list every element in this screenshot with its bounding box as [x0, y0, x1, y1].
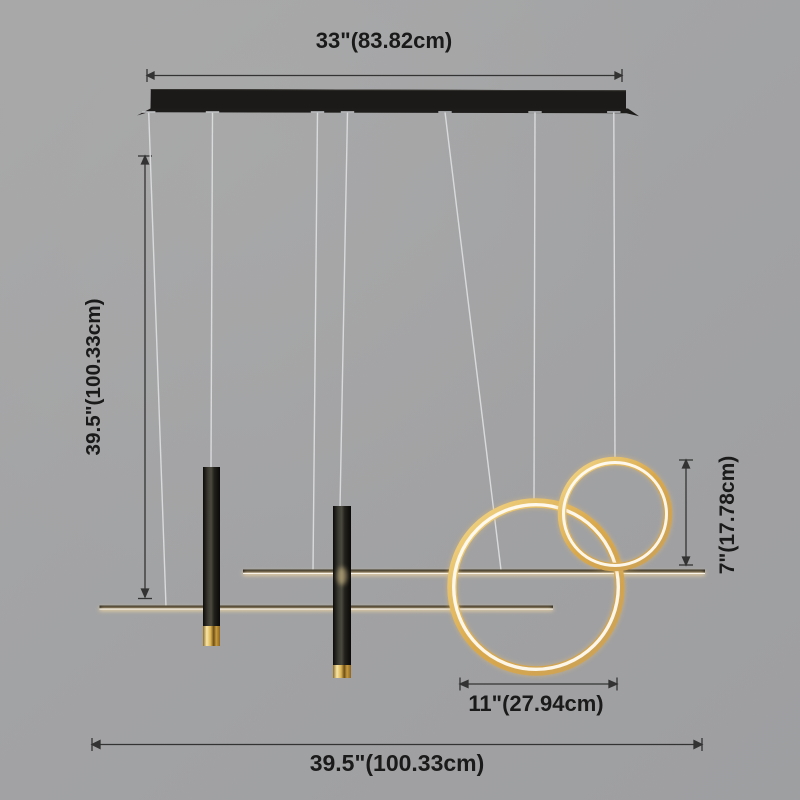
svg-text:39.5"(100.33cm): 39.5"(100.33cm): [82, 298, 105, 455]
svg-text:39.5"(100.33cm): 39.5"(100.33cm): [310, 750, 485, 776]
svg-text:11"(27.94cm): 11"(27.94cm): [468, 691, 603, 716]
svg-text:7"(17.78cm): 7"(17.78cm): [716, 456, 739, 575]
svg-text:33"(83.82cm): 33"(83.82cm): [316, 28, 452, 53]
